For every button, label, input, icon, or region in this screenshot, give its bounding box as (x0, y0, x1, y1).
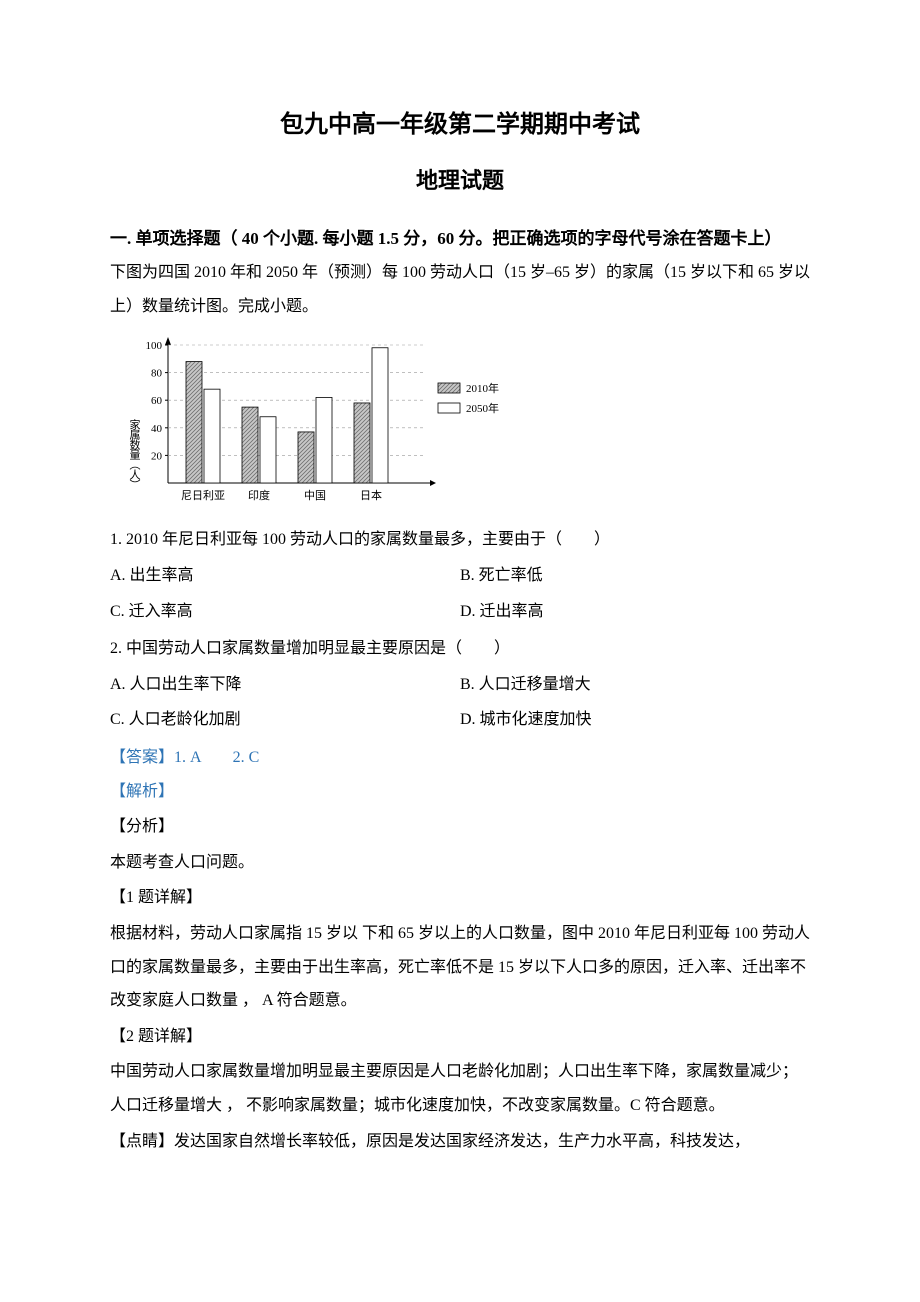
q1-stem: 1. 2010 年尼日利亚每 100 劳动人口的家属数量最多，主要由于（ ） (110, 523, 810, 557)
bar-chart: 20 40 60 80 100 家属数量（人） 尼日利亚 印度 中国 日本 2010年 2050年 (120, 333, 520, 513)
svg-text:尼日利亚: 尼日利亚 (181, 489, 225, 502)
q1-option-c: C. 迁入率高 (110, 595, 460, 629)
q2-stem: 2. 中国劳动人口家属数量增加明显最主要原因是（ ） (110, 632, 810, 666)
answer-line: 【答案】1. A 2. C (110, 741, 810, 775)
q1-detail-label: 【1 题详解】 (110, 881, 810, 915)
q1-option-a: A. 出生率高 (110, 559, 460, 593)
q1-option-b: B. 死亡率低 (460, 559, 810, 593)
svg-text:20: 20 (151, 451, 163, 463)
q2-detail-label: 【2 题详解】 (110, 1020, 810, 1054)
svg-text:印度: 印度 (248, 488, 270, 502)
q1-detail: 根据材料，劳动人口家属指 15 岁以 下和 65 岁以上的人口数量，图中 201… (110, 917, 810, 1018)
analysis-intro: 本题考查人口问题。 (110, 846, 810, 880)
svg-text:80: 80 (151, 368, 163, 380)
svg-text:家属数量（人）: 家属数量（人） (128, 418, 141, 489)
q2-option-c: C. 人口老龄化加剧 (110, 703, 460, 737)
q1-option-d: D. 迁出率高 (460, 595, 810, 629)
context-text: 下图为四国 2010 年和 2050 年（预测）每 100 劳动人口（15 岁–… (110, 256, 810, 323)
tip: 【点睛】发达国家自然增长率较低，原因是发达国家经济发达，生产力水平高，科技发达， (110, 1125, 810, 1159)
svg-text:日本: 日本 (360, 488, 382, 502)
q2-option-a: A. 人口出生率下降 (110, 668, 460, 702)
svg-text:2010年: 2010年 (466, 381, 499, 395)
analysis-sub: 【分析】 (110, 810, 810, 844)
svg-text:中国: 中国 (304, 489, 326, 502)
q2-detail: 中国劳动人口家属数量增加明显最主要原因是人口老龄化加剧；人口出生率下降，家属数量… (110, 1055, 810, 1122)
main-title: 包九中高一年级第二学期期中考试 (110, 100, 810, 150)
svg-text:40: 40 (151, 423, 163, 435)
q2-option-d: D. 城市化速度加快 (460, 703, 810, 737)
q2-option-b: B. 人口迁移量增大 (460, 668, 810, 702)
sub-title: 地理试题 (110, 158, 810, 204)
section-header: 一. 单项选择题（ 40 个小题. 每小题 1.5 分，60 分。把正确选项的字… (110, 221, 810, 257)
svg-text:60: 60 (151, 396, 163, 408)
svg-text:2050年: 2050年 (466, 401, 499, 415)
analysis-label: 【解析】 (110, 775, 810, 809)
svg-text:100: 100 (146, 340, 163, 352)
